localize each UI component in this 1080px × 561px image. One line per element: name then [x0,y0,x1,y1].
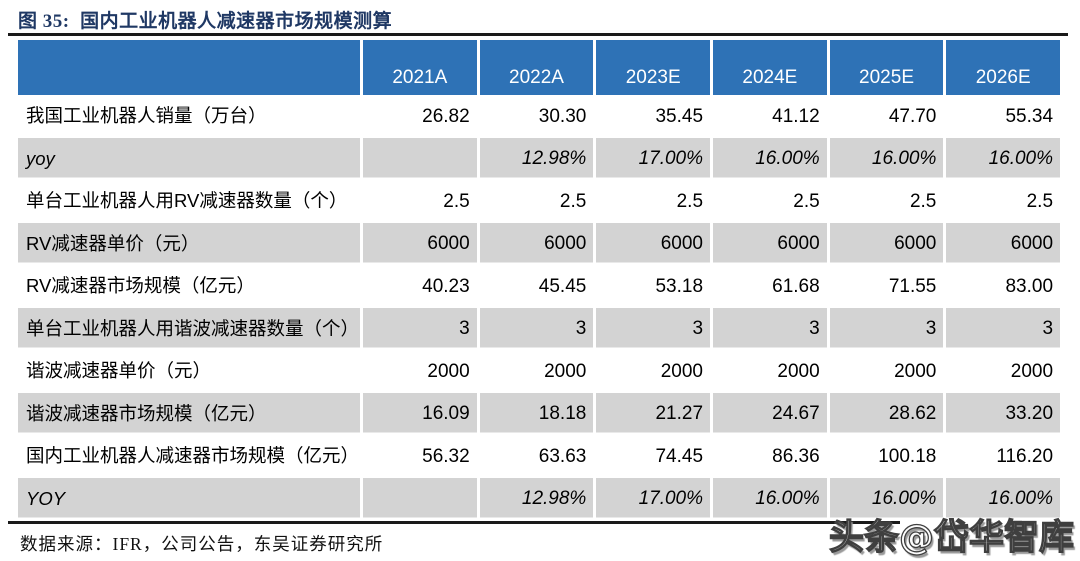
cell-value: 12.98% [476,477,594,520]
cell-value: 17.00% [593,477,711,520]
cell-value: 16.00% [826,477,944,520]
table-row-harmonic-per-robot: 单台工业机器人用谐波减速器数量（个） 3 3 3 3 3 3 [18,307,1061,350]
table-row-rv-price: RV减速器单价（元） 6000 6000 6000 6000 6000 6000 [18,222,1061,265]
cell-value: 3 [593,307,711,350]
cell-value: 6000 [826,222,944,265]
header-cell-2021A: 2021A [360,40,477,95]
watermark-toutiao: 头条@岱华智库 [828,517,1074,558]
row-label: 单台工业机器人用谐波减速器数量（个） [18,307,360,350]
cell-value: 2.5 [593,180,710,223]
cell-value: 2.5 [943,180,1060,223]
row-label: yoy [18,137,360,180]
cell-value: 33.20 [943,392,1061,435]
header-cell-2026E: 2026E [943,40,1060,95]
cell-value: 24.67 [710,392,827,435]
cell-value [360,137,477,180]
row-label: YOY [18,477,360,520]
cell-value: 2.5 [826,180,944,223]
cell-value: 63.63 [476,435,594,478]
cell-value: 12.98% [476,137,594,180]
cell-value: 61.68 [710,265,827,308]
cell-value: 6000 [476,222,594,265]
cell-value: 16.00% [710,137,827,180]
cell-value: 53.18 [593,265,710,308]
cell-value: 18.18 [476,392,594,435]
header-cell-2025E: 2025E [826,40,944,95]
cell-value: 100.18 [826,435,944,478]
cell-value: 116.20 [943,435,1060,478]
table-row-harmonic-price: 谐波减速器单价（元） 2000 2000 2000 2000 2000 2000 [18,350,1060,393]
cell-value: 2000 [593,350,710,393]
cell-value: 86.36 [710,435,827,478]
cell-value: 30.30 [476,95,594,138]
table-row-robot-sales: 我国工业机器人销量（万台） 26.82 30.30 35.45 41.12 47… [18,95,1060,138]
row-label: 单台工业机器人用RV减速器数量（个） [26,190,348,211]
cell-value: 28.62 [826,392,944,435]
table-row-total-market: 国内工业机器人减速器市场规模（亿元） 56.32 63.63 74.45 86.… [18,435,1060,478]
bottom-rule [8,521,900,524]
cell-value: 71.55 [826,265,944,308]
row-label: 谐波减速器单价（元） [26,360,212,381]
cell-value: 2000 [826,350,944,393]
cell-value: 2000 [710,350,827,393]
cell-value: 3 [360,307,477,350]
cell-value: 41.12 [710,95,827,138]
cell-value: 40.23 [360,265,477,308]
header-cell-2024E: 2024E [710,40,827,95]
cell-value: 21.27 [593,392,711,435]
cell-value: 45.45 [476,265,594,308]
table-row-harmonic-market: 谐波减速器市场规模（亿元） 16.09 18.18 21.27 24.67 28… [18,392,1061,435]
cell-value [360,477,477,520]
table-row-sales-yoy: yoy 12.98% 17.00% 16.00% 16.00% 16.00% [18,137,1061,180]
cell-value: 2000 [360,350,477,393]
figure-title: 图 35: 国内工业机器人减速器市场规模测算 [18,11,393,32]
row-label: 谐波减速器市场规模（亿元） [18,392,360,435]
header-cell-2023E: 2023E [593,40,710,95]
table-row-rv-per-robot: 单台工业机器人用RV减速器数量（个） 2.5 2.5 2.5 2.5 2.5 2… [18,180,1060,223]
cell-value: 2.5 [476,180,594,223]
cell-value: 2000 [943,350,1060,393]
cell-value: 17.00% [593,137,711,180]
cell-value: 16.00% [826,137,944,180]
cell-value: 6000 [360,222,477,265]
table-header-row: 2021A 2022A 2023E 2024E 2025E 2026E [18,40,1060,95]
cell-value: 26.82 [360,95,477,138]
cell-value: 3 [826,307,944,350]
row-label: RV减速器市场规模（亿元） [26,275,255,296]
row-label: 我国工业机器人销量（万台） [26,105,267,126]
row-label: 国内工业机器人减速器市场规模（亿元） [26,445,360,466]
top-rule [8,33,1068,36]
cell-value: 16.00% [710,477,827,520]
cell-value: 16.00% [943,137,1061,180]
cell-value: 83.00 [943,265,1060,308]
header-cell-2022A: 2022A [476,40,594,95]
cell-value: 16.09 [360,392,477,435]
cell-value: 56.32 [360,435,477,478]
cell-value: 3 [943,307,1061,350]
table-row-rv-market: RV减速器市场规模（亿元） 40.23 45.45 53.18 61.68 71… [18,265,1060,308]
cell-value: 47.70 [826,95,944,138]
cell-value: 2000 [476,350,594,393]
cell-value: 2.5 [710,180,827,223]
market-size-table: 2021A 2022A 2023E 2024E 2025E 2026E 我国工业… [18,40,1061,520]
cell-value: 6000 [593,222,711,265]
cell-value: 16.00% [943,477,1061,520]
cell-value: 35.45 [593,95,710,138]
cell-value: 2.5 [360,180,477,223]
data-source-note: 数据来源：IFR，公司公告，东吴证券研究所 [20,534,384,554]
header-cell-blank [18,40,360,95]
cell-value: 74.45 [593,435,710,478]
cell-value: 6000 [943,222,1061,265]
table-row-total-yoy: YOY 12.98% 17.00% 16.00% 16.00% 16.00% [18,477,1061,520]
row-label: RV减速器单价（元） [18,222,360,265]
cell-value: 3 [710,307,827,350]
cell-value: 6000 [710,222,827,265]
cell-value: 3 [476,307,594,350]
cell-value: 55.34 [943,95,1060,138]
